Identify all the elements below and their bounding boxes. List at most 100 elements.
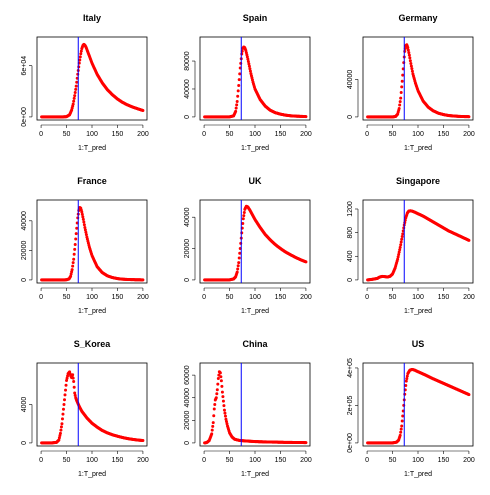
data-point — [78, 58, 82, 62]
panel-title: S_Korea — [74, 339, 112, 349]
data-point — [216, 377, 220, 381]
data-point — [59, 425, 63, 429]
data-point — [399, 427, 403, 431]
y-tick-label: 40000 — [184, 207, 191, 227]
x-axis-label: 1:T_pred — [78, 308, 106, 315]
data-point — [399, 430, 403, 434]
x-tick-label: 150 — [438, 457, 450, 464]
plot-frame — [362, 36, 474, 121]
data-point — [72, 252, 76, 256]
x-tick-label: 0 — [39, 294, 43, 301]
data-point — [304, 441, 308, 445]
x-axis-label: 1:T_pred — [78, 471, 106, 478]
y-tick-label: 1200 — [347, 201, 354, 217]
data-point — [65, 376, 69, 380]
data-point — [224, 417, 228, 421]
data-point — [212, 407, 216, 411]
data-point — [57, 436, 61, 440]
data-point — [246, 57, 250, 61]
y-tick-label: 40000 — [347, 70, 354, 90]
y-tick-label: 40000 — [21, 211, 28, 231]
x-tick-label: 150 — [112, 131, 124, 138]
x-tick-label: 200 — [300, 294, 312, 301]
data-point — [76, 216, 80, 220]
x-tick-label: 100 — [249, 294, 261, 301]
y-tick-label: 4000 — [21, 397, 28, 413]
x-tick-label: 200 — [463, 457, 475, 464]
data-point — [400, 85, 404, 89]
data-point — [62, 403, 66, 406]
panel-spain: Spain 0 50 100 150 200 1:T_pred 0 40000 80000 — [184, 13, 312, 152]
panel-singapore: Singapore 0 50 100 150 200 1:T_pred 0 400 800 1200 — [347, 176, 475, 315]
x-tick-label: 50 — [226, 131, 234, 138]
data-point — [403, 392, 407, 396]
data-point — [58, 431, 62, 435]
data-point — [399, 91, 403, 95]
panel-italy: Italy 0 50 100 150 200 1:T_pred 0e+00 6e+04 — [21, 13, 149, 152]
data-point — [399, 243, 403, 247]
data-point — [71, 261, 75, 265]
plot-frame — [199, 362, 311, 447]
data-point — [398, 248, 402, 252]
data-point — [66, 374, 70, 378]
x-tick-label: 0 — [39, 131, 43, 138]
plot-frame — [36, 362, 148, 447]
data-point — [237, 78, 241, 82]
data-point — [222, 404, 226, 408]
data-point — [239, 61, 243, 65]
data-point — [72, 96, 76, 100]
x-tick-label: 50 — [389, 294, 397, 301]
plot-frame — [362, 199, 474, 284]
data-point — [82, 223, 86, 227]
data-point — [401, 73, 405, 77]
data-point — [397, 253, 401, 257]
data-point — [214, 396, 218, 400]
y-tick-label: 0e+00 — [21, 107, 28, 127]
data-point — [467, 238, 471, 242]
data-point — [61, 412, 65, 416]
data-point — [81, 215, 85, 219]
data-point — [235, 103, 239, 107]
x-tick-label: 50 — [226, 294, 234, 301]
y-tick-label: 20000 — [184, 239, 191, 259]
data-point — [400, 424, 404, 428]
x-tick-label: 50 — [63, 294, 71, 301]
data-point — [236, 264, 240, 268]
plot-frame — [199, 199, 311, 284]
data-point — [71, 264, 75, 268]
data-point — [79, 49, 83, 53]
panel-uk: UK 0 50 100 150 200 1:T_pred 0 20000 40000 — [184, 176, 312, 315]
x-axis-label: 1:T_pred — [404, 145, 432, 152]
x-tick-label: 100 — [412, 131, 424, 138]
data-point — [216, 382, 220, 386]
data-point — [400, 79, 404, 83]
data-point — [410, 67, 414, 71]
data-point — [403, 49, 407, 53]
data-point — [401, 232, 405, 236]
x-axis-label: 1:T_pred — [241, 471, 269, 478]
data-point — [248, 67, 252, 71]
data-point — [84, 233, 88, 237]
data-point — [141, 278, 145, 282]
data-point — [410, 69, 414, 73]
data-point — [217, 373, 221, 377]
data-point — [82, 220, 86, 224]
data-point — [220, 384, 224, 388]
x-tick-label: 200 — [300, 457, 312, 464]
data-point — [396, 257, 400, 261]
y-tick-label: 80000 — [184, 51, 191, 71]
data-point — [72, 99, 76, 103]
x-tick-label: 0 — [365, 131, 369, 138]
panel-us: US 0 50 100 150 200 1:T_pred 0e+00 2e+05 4e+05 — [347, 339, 475, 478]
data-point — [61, 407, 65, 411]
data-point — [222, 408, 226, 412]
data-point — [304, 260, 308, 264]
data-point — [221, 399, 225, 403]
data-point — [210, 432, 214, 436]
data-point — [84, 230, 88, 234]
data-point — [63, 398, 66, 402]
data-point — [238, 72, 242, 76]
data-point — [240, 231, 244, 235]
data-point — [81, 217, 85, 221]
